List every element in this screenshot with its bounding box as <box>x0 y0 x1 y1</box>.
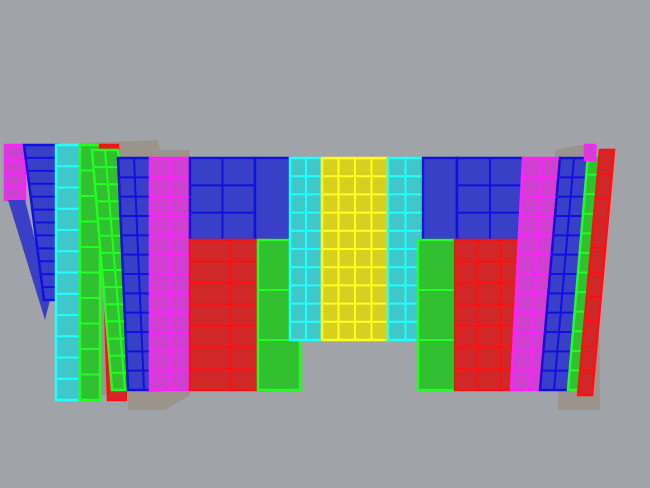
panel-blue <box>253 156 292 242</box>
facade-panels <box>3 140 616 410</box>
panel-magenta <box>3 143 27 162</box>
panel-magenta <box>3 158 27 202</box>
panel-blue <box>421 156 459 242</box>
panel-blue <box>8 200 50 320</box>
panel-magenta <box>583 143 597 162</box>
panel-green <box>416 238 457 392</box>
